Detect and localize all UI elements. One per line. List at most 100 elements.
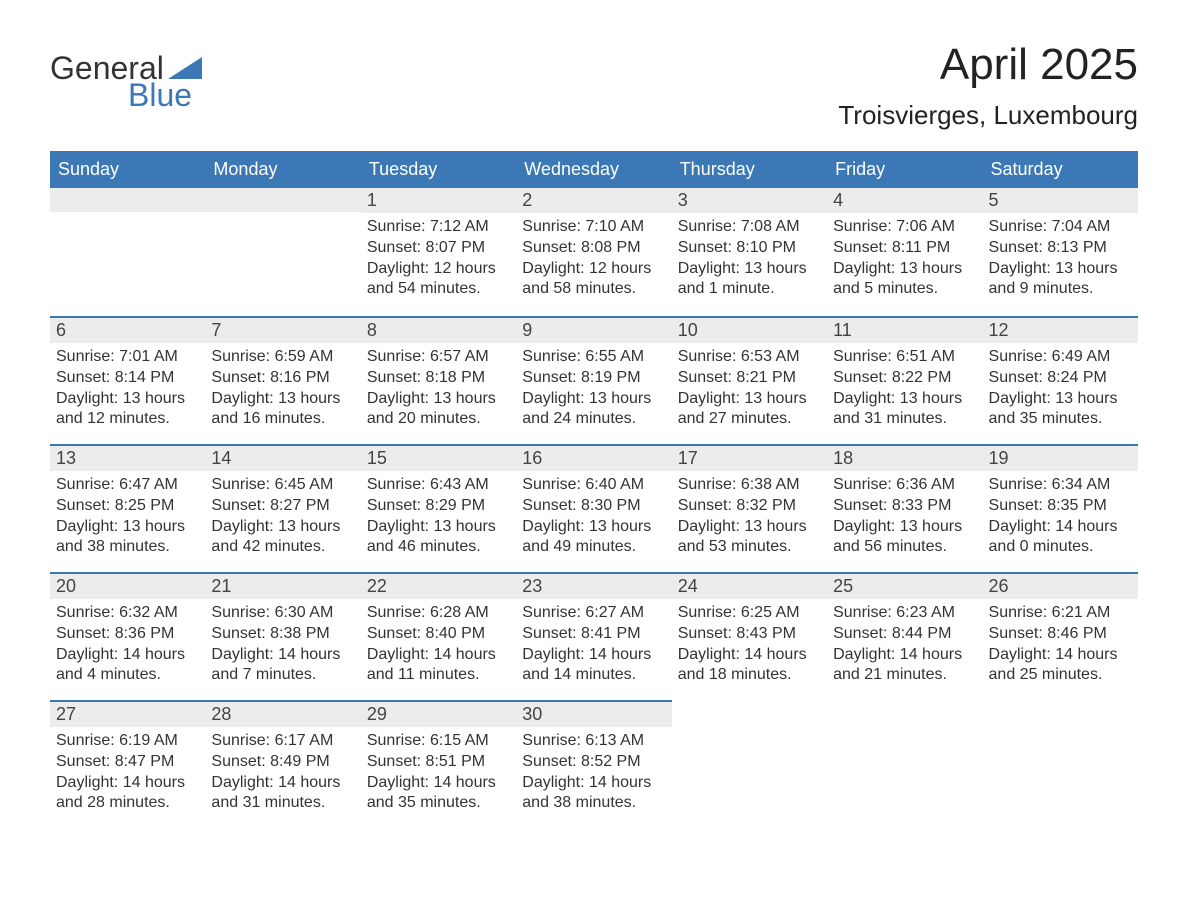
sunrise-text: Sunrise: 6:19 AM — [56, 731, 199, 752]
daylight-text: Daylight: 14 hours and 31 minutes. — [211, 773, 354, 815]
day-number: 4 — [827, 188, 982, 213]
sunrise-text: Sunrise: 6:21 AM — [989, 603, 1132, 624]
daylight-text: Daylight: 13 hours and 56 minutes. — [833, 517, 976, 559]
sunrise-text: Sunrise: 6:51 AM — [833, 347, 976, 368]
calendar-cell: 8Sunrise: 6:57 AMSunset: 8:18 PMDaylight… — [361, 316, 516, 444]
day-details: Sunrise: 6:57 AMSunset: 8:18 PMDaylight:… — [361, 343, 516, 438]
calendar-cell: 30Sunrise: 6:13 AMSunset: 8:52 PMDayligh… — [516, 700, 671, 828]
day-number: 16 — [516, 444, 671, 471]
sunset-text: Sunset: 8:33 PM — [833, 496, 976, 517]
calendar-week-row: 6Sunrise: 7:01 AMSunset: 8:14 PMDaylight… — [50, 316, 1138, 444]
sunset-text: Sunset: 8:11 PM — [833, 238, 976, 259]
sunset-text: Sunset: 8:44 PM — [833, 624, 976, 645]
title-block: April 2025 Troisvierges, Luxembourg — [838, 40, 1138, 131]
sunrise-text: Sunrise: 6:32 AM — [56, 603, 199, 624]
daylight-text: Daylight: 14 hours and 35 minutes. — [367, 773, 510, 815]
sunset-text: Sunset: 8:19 PM — [522, 368, 665, 389]
calendar-cell: 1Sunrise: 7:12 AMSunset: 8:07 PMDaylight… — [361, 188, 516, 316]
calendar-cell: 13Sunrise: 6:47 AMSunset: 8:25 PMDayligh… — [50, 444, 205, 572]
calendar-page: General Blue April 2025 Troisvierges, Lu… — [0, 0, 1188, 858]
sunrise-text: Sunrise: 6:57 AM — [367, 347, 510, 368]
sunset-text: Sunset: 8:24 PM — [989, 368, 1132, 389]
calendar-cell: 23Sunrise: 6:27 AMSunset: 8:41 PMDayligh… — [516, 572, 671, 700]
day-header: Monday — [205, 151, 360, 188]
sunset-text: Sunset: 8:46 PM — [989, 624, 1132, 645]
daylight-text: Daylight: 13 hours and 38 minutes. — [56, 517, 199, 559]
sunset-text: Sunset: 8:40 PM — [367, 624, 510, 645]
calendar-cell: 12Sunrise: 6:49 AMSunset: 8:24 PMDayligh… — [983, 316, 1138, 444]
sunrise-text: Sunrise: 6:15 AM — [367, 731, 510, 752]
day-details: Sunrise: 6:51 AMSunset: 8:22 PMDaylight:… — [827, 343, 982, 438]
day-details: Sunrise: 7:08 AMSunset: 8:10 PMDaylight:… — [672, 213, 827, 308]
daylight-text: Daylight: 13 hours and 20 minutes. — [367, 389, 510, 431]
day-details: Sunrise: 6:47 AMSunset: 8:25 PMDaylight:… — [50, 471, 205, 566]
daylight-text: Daylight: 14 hours and 14 minutes. — [522, 645, 665, 687]
day-details: Sunrise: 6:59 AMSunset: 8:16 PMDaylight:… — [205, 343, 360, 438]
day-number: 9 — [516, 316, 671, 343]
sunset-text: Sunset: 8:52 PM — [522, 752, 665, 773]
calendar-cell: 21Sunrise: 6:30 AMSunset: 8:38 PMDayligh… — [205, 572, 360, 700]
calendar-cell: 19Sunrise: 6:34 AMSunset: 8:35 PMDayligh… — [983, 444, 1138, 572]
sunrise-text: Sunrise: 6:55 AM — [522, 347, 665, 368]
day-header: Tuesday — [361, 151, 516, 188]
sunset-text: Sunset: 8:29 PM — [367, 496, 510, 517]
calendar-cell: 4Sunrise: 7:06 AMSunset: 8:11 PMDaylight… — [827, 188, 982, 316]
daylight-text: Daylight: 13 hours and 5 minutes. — [833, 259, 976, 301]
day-number: 27 — [50, 700, 205, 727]
sunset-text: Sunset: 8:21 PM — [678, 368, 821, 389]
sunrise-text: Sunrise: 6:40 AM — [522, 475, 665, 496]
sunrise-text: Sunrise: 6:59 AM — [211, 347, 354, 368]
sunset-text: Sunset: 8:08 PM — [522, 238, 665, 259]
day-details: Sunrise: 7:01 AMSunset: 8:14 PMDaylight:… — [50, 343, 205, 438]
day-number: 14 — [205, 444, 360, 471]
day-number: 8 — [361, 316, 516, 343]
day-header: Friday — [827, 151, 982, 188]
sunset-text: Sunset: 8:22 PM — [833, 368, 976, 389]
daylight-text: Daylight: 14 hours and 4 minutes. — [56, 645, 199, 687]
day-details: Sunrise: 6:53 AMSunset: 8:21 PMDaylight:… — [672, 343, 827, 438]
day-number: 2 — [516, 188, 671, 213]
day-number: 21 — [205, 572, 360, 599]
day-header-row: Sunday Monday Tuesday Wednesday Thursday… — [50, 151, 1138, 188]
daylight-text: Daylight: 13 hours and 49 minutes. — [522, 517, 665, 559]
sunrise-text: Sunrise: 7:12 AM — [367, 217, 510, 238]
calendar-cell: 15Sunrise: 6:43 AMSunset: 8:29 PMDayligh… — [361, 444, 516, 572]
sunrise-text: Sunrise: 6:34 AM — [989, 475, 1132, 496]
day-details: Sunrise: 7:06 AMSunset: 8:11 PMDaylight:… — [827, 213, 982, 308]
daylight-text: Daylight: 13 hours and 42 minutes. — [211, 517, 354, 559]
daylight-text: Daylight: 14 hours and 18 minutes. — [678, 645, 821, 687]
daylight-text: Daylight: 14 hours and 38 minutes. — [522, 773, 665, 815]
calendar-cell: 20Sunrise: 6:32 AMSunset: 8:36 PMDayligh… — [50, 572, 205, 700]
calendar-cell: 2Sunrise: 7:10 AMSunset: 8:08 PMDaylight… — [516, 188, 671, 316]
sunrise-text: Sunrise: 6:25 AM — [678, 603, 821, 624]
sunset-text: Sunset: 8:30 PM — [522, 496, 665, 517]
day-header: Sunday — [50, 151, 205, 188]
daylight-text: Daylight: 13 hours and 31 minutes. — [833, 389, 976, 431]
daylight-text: Daylight: 13 hours and 9 minutes. — [989, 259, 1132, 301]
sunrise-text: Sunrise: 7:04 AM — [989, 217, 1132, 238]
sunrise-text: Sunrise: 6:27 AM — [522, 603, 665, 624]
sunset-text: Sunset: 8:25 PM — [56, 496, 199, 517]
calendar-cell — [672, 700, 827, 828]
sunset-text: Sunset: 8:16 PM — [211, 368, 354, 389]
day-header: Thursday — [672, 151, 827, 188]
calendar-cell: 10Sunrise: 6:53 AMSunset: 8:21 PMDayligh… — [672, 316, 827, 444]
daylight-text: Daylight: 14 hours and 0 minutes. — [989, 517, 1132, 559]
sunrise-text: Sunrise: 6:38 AM — [678, 475, 821, 496]
day-details: Sunrise: 6:23 AMSunset: 8:44 PMDaylight:… — [827, 599, 982, 694]
sunrise-text: Sunrise: 6:17 AM — [211, 731, 354, 752]
location-subtitle: Troisvierges, Luxembourg — [838, 100, 1138, 131]
calendar-cell: 25Sunrise: 6:23 AMSunset: 8:44 PMDayligh… — [827, 572, 982, 700]
calendar-cell: 29Sunrise: 6:15 AMSunset: 8:51 PMDayligh… — [361, 700, 516, 828]
day-number: 25 — [827, 572, 982, 599]
day-number: 19 — [983, 444, 1138, 471]
sunrise-text: Sunrise: 7:01 AM — [56, 347, 199, 368]
day-details: Sunrise: 6:15 AMSunset: 8:51 PMDaylight:… — [361, 727, 516, 822]
day-details: Sunrise: 6:13 AMSunset: 8:52 PMDaylight:… — [516, 727, 671, 822]
sunrise-text: Sunrise: 6:30 AM — [211, 603, 354, 624]
day-details: Sunrise: 6:19 AMSunset: 8:47 PMDaylight:… — [50, 727, 205, 822]
sunset-text: Sunset: 8:47 PM — [56, 752, 199, 773]
calendar-cell: 9Sunrise: 6:55 AMSunset: 8:19 PMDaylight… — [516, 316, 671, 444]
daylight-text: Daylight: 13 hours and 53 minutes. — [678, 517, 821, 559]
day-details: Sunrise: 7:04 AMSunset: 8:13 PMDaylight:… — [983, 213, 1138, 308]
